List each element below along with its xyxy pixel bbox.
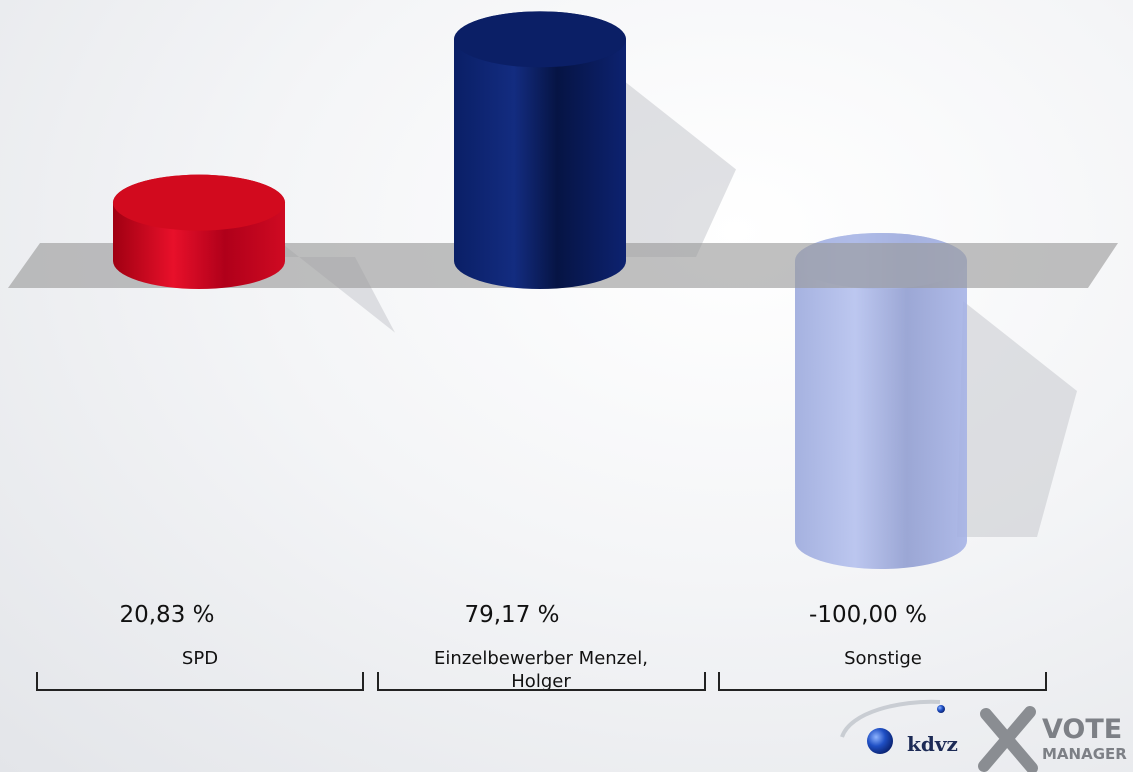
category-bracket-menzel — [377, 672, 706, 691]
value-label-menzel: 79,17 % — [464, 602, 559, 628]
bar-shadow-menzel — [616, 79, 736, 257]
bar-body-sonstige — [795, 233, 967, 569]
bar-menzel — [454, 11, 626, 289]
svg-text:MANAGER: MANAGER — [1042, 745, 1127, 763]
category-bracket-sonstige — [718, 672, 1047, 691]
category-label-spd: SPD — [182, 648, 218, 669]
svg-text:VOTE: VOTE — [1042, 714, 1122, 745]
value-label-spd: 20,83 % — [119, 602, 214, 628]
bar-shadow-sonstige — [957, 301, 1077, 537]
bar-spd — [113, 174, 285, 289]
bar-top-spd — [113, 174, 285, 231]
category-label-menzel-line2: Holger — [511, 671, 571, 692]
bar-body-menzel — [454, 11, 626, 289]
bar-top-menzel — [454, 11, 626, 68]
value-label-sonstige: -100,00 % — [809, 602, 927, 628]
kdvz-votemanager-logo: kdvz VOTE MANAGER — [840, 699, 1127, 772]
bars-above-baseline — [113, 11, 626, 289]
category-label-menzel-line1: Einzelbewerber Menzel, — [434, 648, 648, 669]
category-label-sonstige: Sonstige — [844, 648, 922, 669]
category-bracket-spd — [36, 672, 364, 691]
svg-text:kdvz: kdvz — [907, 732, 958, 756]
